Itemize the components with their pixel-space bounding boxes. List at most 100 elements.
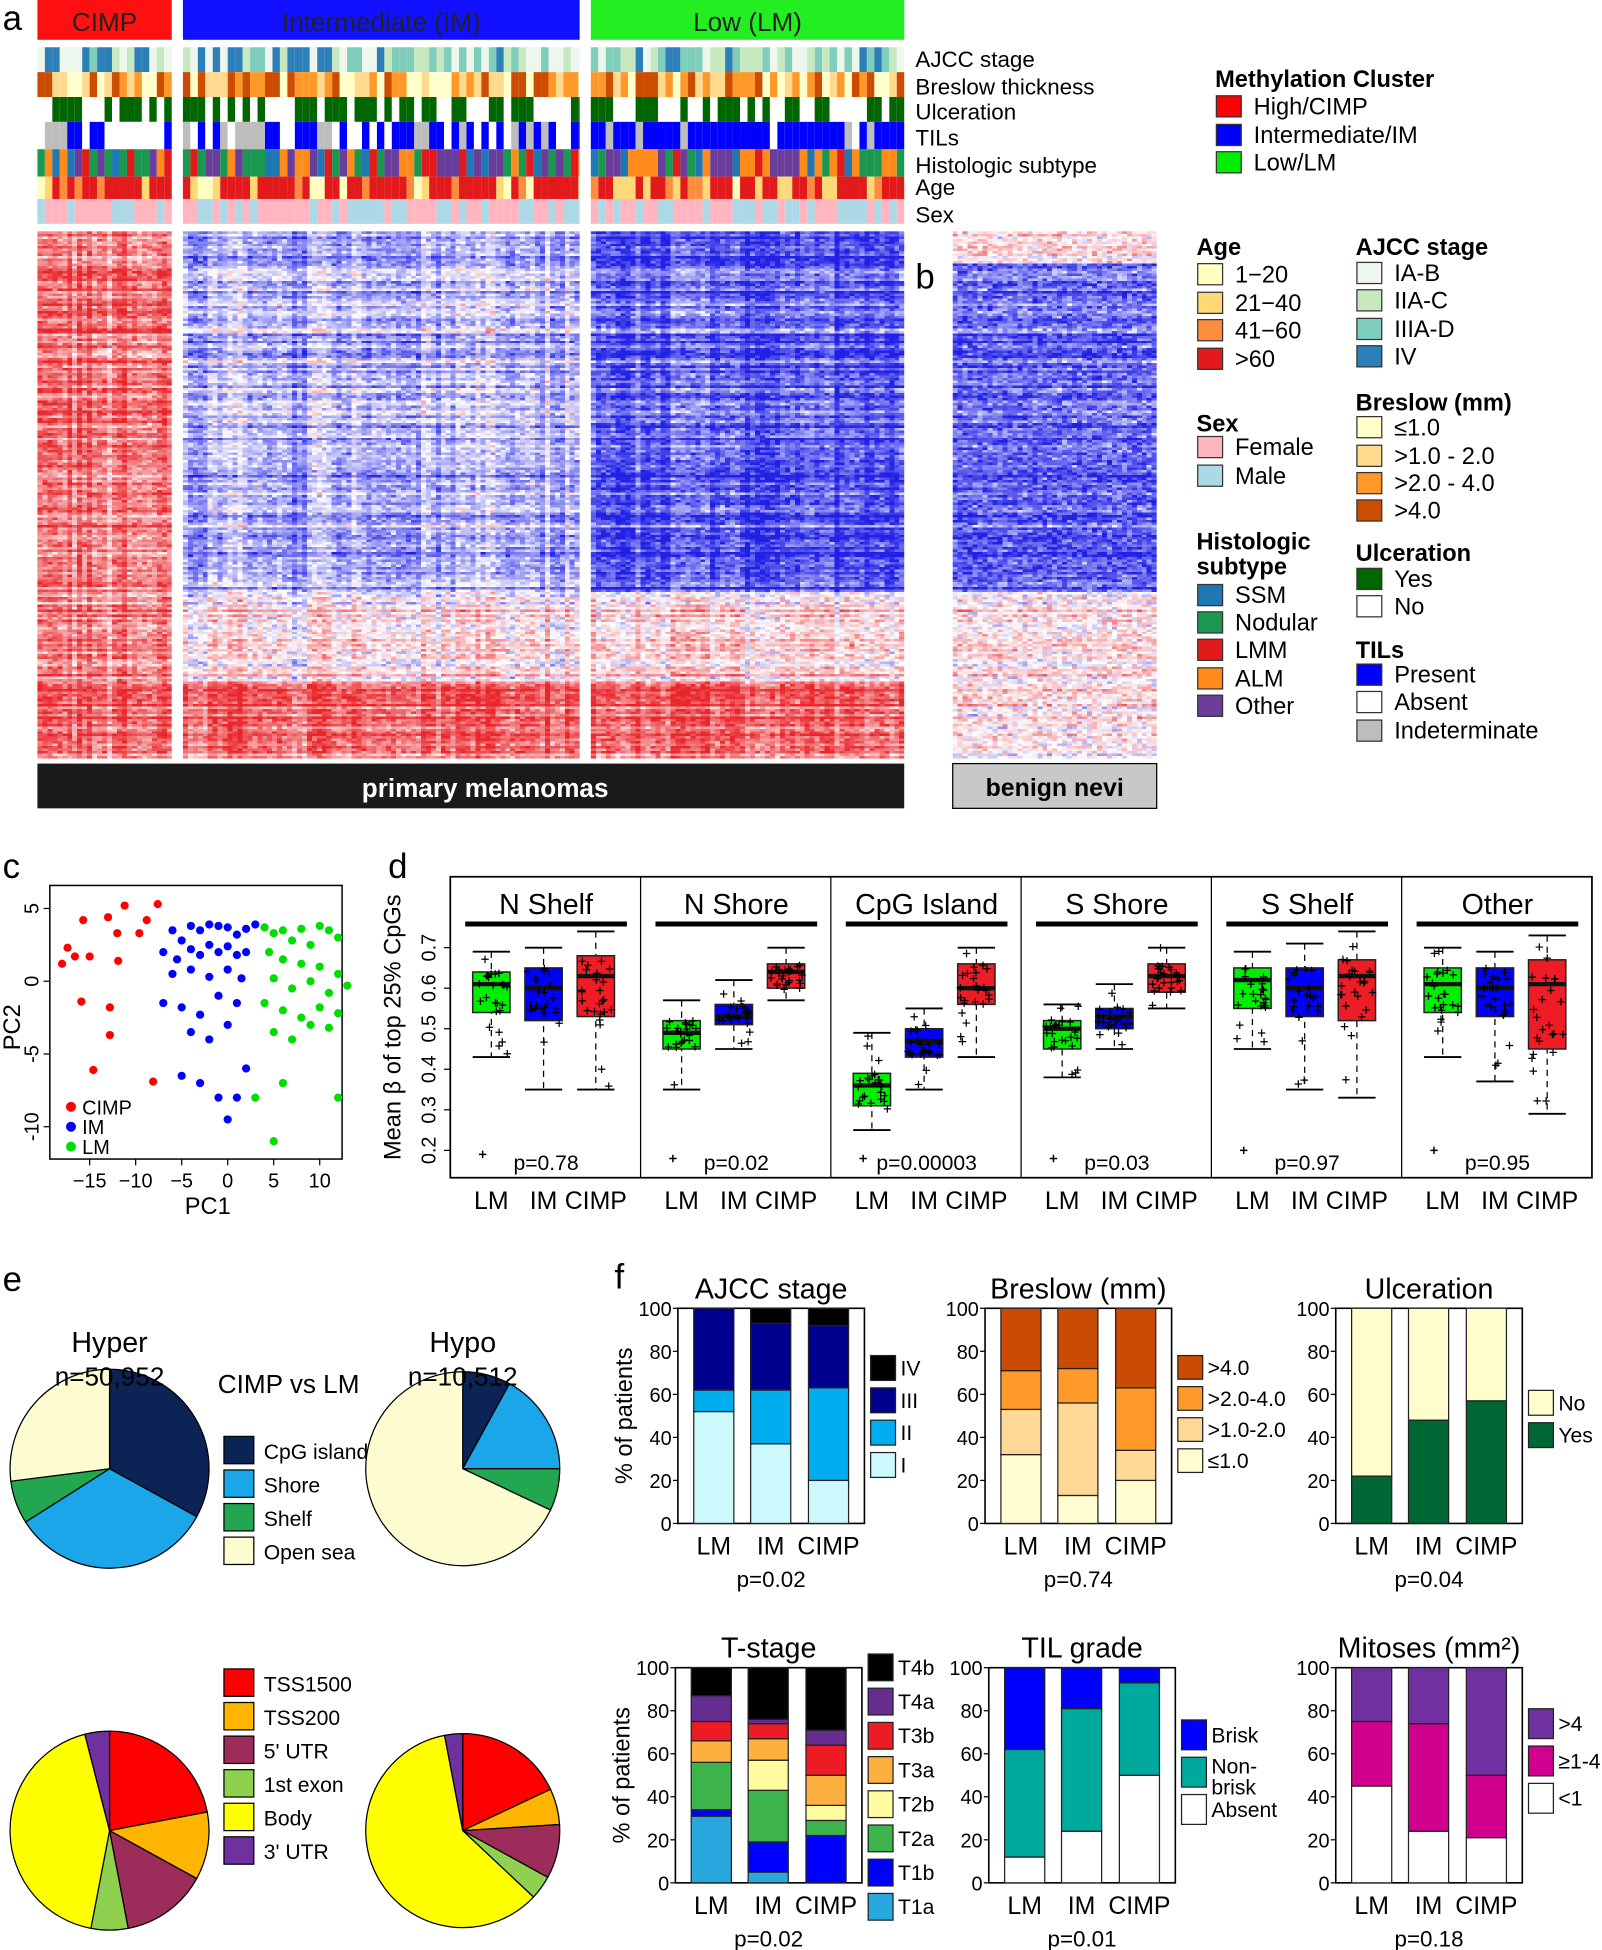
sample-point [1239, 990, 1247, 998]
annotation-cell [339, 97, 348, 122]
annotation-cell [807, 97, 815, 122]
legend-swatch [867, 1755, 894, 1784]
pca-point-im [186, 921, 195, 931]
sample-point [1257, 1029, 1266, 1037]
p-value: p=0.04 [1394, 1567, 1463, 1592]
legend-swatch [1197, 464, 1224, 487]
sample-point [663, 1024, 671, 1032]
sample-point [1118, 1012, 1126, 1020]
sample-point [1247, 980, 1255, 988]
bar-segment-t3b [805, 1744, 847, 1776]
annotation-cell [851, 72, 860, 98]
pca-point-cimp [85, 952, 94, 961]
annotation-cell [190, 198, 198, 224]
annotation-cell [197, 72, 206, 98]
pca-point-cimp [114, 956, 123, 965]
sample-point [767, 974, 775, 982]
pca-point-lm [260, 998, 269, 1008]
pca-point-im [241, 1064, 251, 1073]
benign-nevi-label: benign nevi [986, 774, 1124, 802]
sample-point [681, 1019, 690, 1027]
sample-point [540, 988, 549, 997]
sample-point [1499, 1011, 1508, 1019]
sample-point [737, 1039, 746, 1047]
legend-swatch [1197, 318, 1224, 342]
bar-segment-t3b [747, 1723, 789, 1740]
legend-item-label: TSS1500 [264, 1673, 352, 1696]
annotation-cell [747, 97, 755, 122]
annotation-cell [570, 97, 579, 122]
legend-swatch [1197, 611, 1224, 634]
annotation-cell [533, 121, 542, 150]
annotation-cell [844, 97, 852, 122]
category-label: LM [1354, 1533, 1389, 1561]
sample-point [1292, 966, 1301, 974]
annotation-cell [302, 176, 310, 199]
title-underline [1416, 921, 1579, 927]
legend-swatch [1356, 690, 1383, 714]
bar-segment-brisk [1004, 1667, 1046, 1751]
comparison-label: CIMP vs LM [218, 1369, 360, 1399]
legend-swatch [867, 1790, 894, 1819]
annotation-cell [272, 47, 280, 73]
sample-point [578, 997, 587, 1005]
annotation-cell [665, 176, 673, 199]
annotation-cell [126, 72, 135, 98]
sample-point [500, 981, 508, 989]
sample-point [1104, 1020, 1113, 1029]
annotation-cell [657, 121, 666, 150]
annotation-cell [257, 176, 265, 199]
sample-point [1298, 1037, 1307, 1045]
pca-point-cimp [153, 899, 162, 909]
annotation-cell [59, 198, 68, 224]
annotation-cell [324, 198, 333, 224]
bar-segment-non-brisk [1118, 1682, 1161, 1776]
annotation-cell [235, 198, 243, 224]
annotation-cell [242, 47, 251, 73]
y-tick-label: 20 [1307, 1471, 1329, 1493]
legend-item-label: II [900, 1422, 912, 1445]
annotation-cell [149, 97, 157, 122]
annotation-cell [732, 47, 741, 73]
annotation-cell [227, 47, 236, 73]
annotation-cell [459, 47, 467, 73]
annotation-cell [844, 149, 852, 177]
annotation-cell [197, 149, 206, 177]
bar-segment--4 [1350, 1667, 1393, 1723]
annotation-cell [680, 47, 688, 73]
sample-point [867, 1099, 875, 1108]
annotation-cell [533, 72, 542, 98]
pca-point-lm [278, 1078, 288, 1088]
annotation-cell [220, 176, 228, 199]
annotation-cell [399, 121, 407, 150]
annotation-cell [533, 198, 542, 224]
annotation-cell [687, 121, 696, 150]
annotation-cell [643, 198, 651, 224]
pca-point-im [214, 1093, 223, 1102]
annotation-cell [799, 97, 808, 122]
sample-point [1073, 1034, 1081, 1043]
sample-point [1439, 969, 1447, 977]
annotation-cell [578, 97, 580, 122]
sample-point [537, 1004, 546, 1013]
annotation-cell [578, 149, 580, 177]
annotation-cell [399, 72, 407, 98]
annotation-cell [481, 121, 489, 150]
pca-point-im [177, 936, 186, 945]
pca-point-im [177, 1071, 186, 1080]
sample-point [1095, 1005, 1104, 1014]
annotation-cell [156, 121, 165, 150]
annotation-cell [309, 198, 318, 224]
annotation-cell [657, 47, 666, 73]
pca-point-im [168, 969, 177, 979]
pca-point-im [205, 1035, 214, 1044]
pie-subtitle: n=50,952 [55, 1361, 165, 1391]
sample-point [1505, 1041, 1514, 1050]
sample-point [552, 1005, 560, 1013]
annotation-cell [620, 97, 629, 122]
sample-point [1423, 973, 1431, 981]
legend-swatch [1356, 471, 1383, 495]
bar-segment-no [1350, 1307, 1393, 1477]
